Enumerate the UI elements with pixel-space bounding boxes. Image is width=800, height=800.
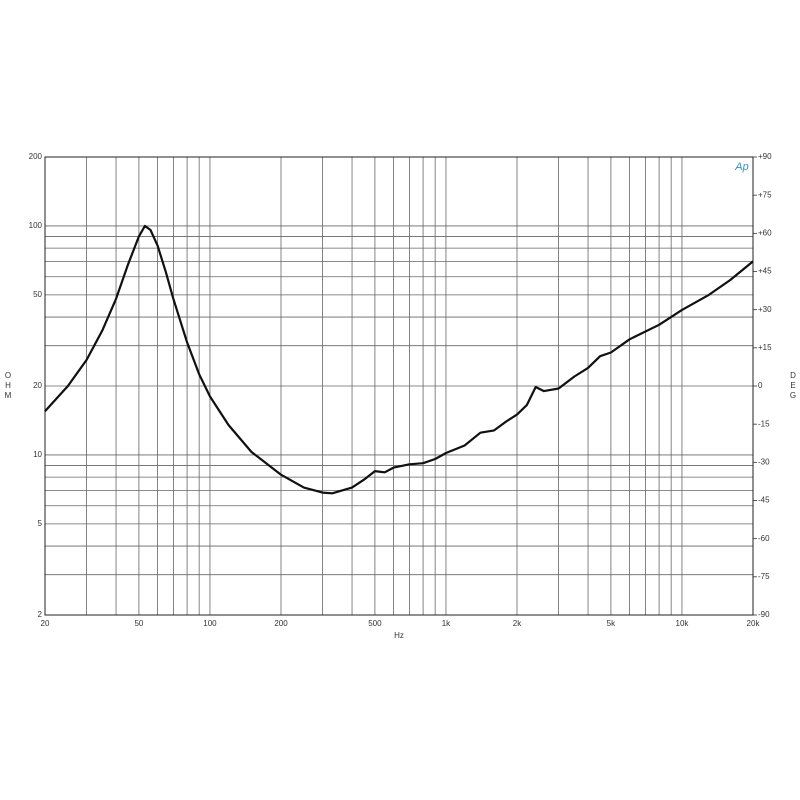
y2-tick-label: +30 [758,305,772,314]
y-tick-label: 100 [29,221,43,230]
x-tick-label: 500 [368,619,382,628]
y2-tick-label: -30 [758,457,770,466]
y-tick-label: 2 [38,610,43,619]
y2-tick-label: +90 [758,152,772,161]
plot-frame [44,156,754,616]
x-tick-label: 1k [442,619,451,628]
y-tick-label: 5 [38,519,43,528]
y2-tick-label: -75 [758,572,770,581]
y2-tick-label: -90 [758,610,770,619]
y-tick-label: 20 [33,381,42,390]
y2-tick-label: 0 [758,381,763,390]
y2-tick-label: +60 [758,228,772,237]
x-tick-label: 2k [513,619,522,628]
y2-tick-label: +15 [758,343,772,352]
y2-tick-label: -15 [758,419,770,428]
y2-tick-label: +45 [758,267,772,276]
y2-tick-label: -60 [758,534,770,543]
x-axis-label: Hz [394,631,404,640]
y2-tick-label: +75 [758,190,772,199]
x-tick-label: 5k [607,619,616,628]
x-tick-label: 50 [134,619,143,628]
y2-tick-label: -45 [758,496,770,505]
x-tick-label: 10k [676,619,690,628]
x-tick-label: 20 [41,619,50,628]
x-tick-label: 20k [747,619,761,628]
y-tick-label: 200 [29,152,43,161]
x-tick-label: 100 [203,619,217,628]
y-tick-label: 50 [33,290,42,299]
logo: Ap [734,161,748,173]
impedance-line [44,224,754,495]
y-tick-label: 10 [33,450,42,459]
x-tick-label: 200 [274,619,288,628]
